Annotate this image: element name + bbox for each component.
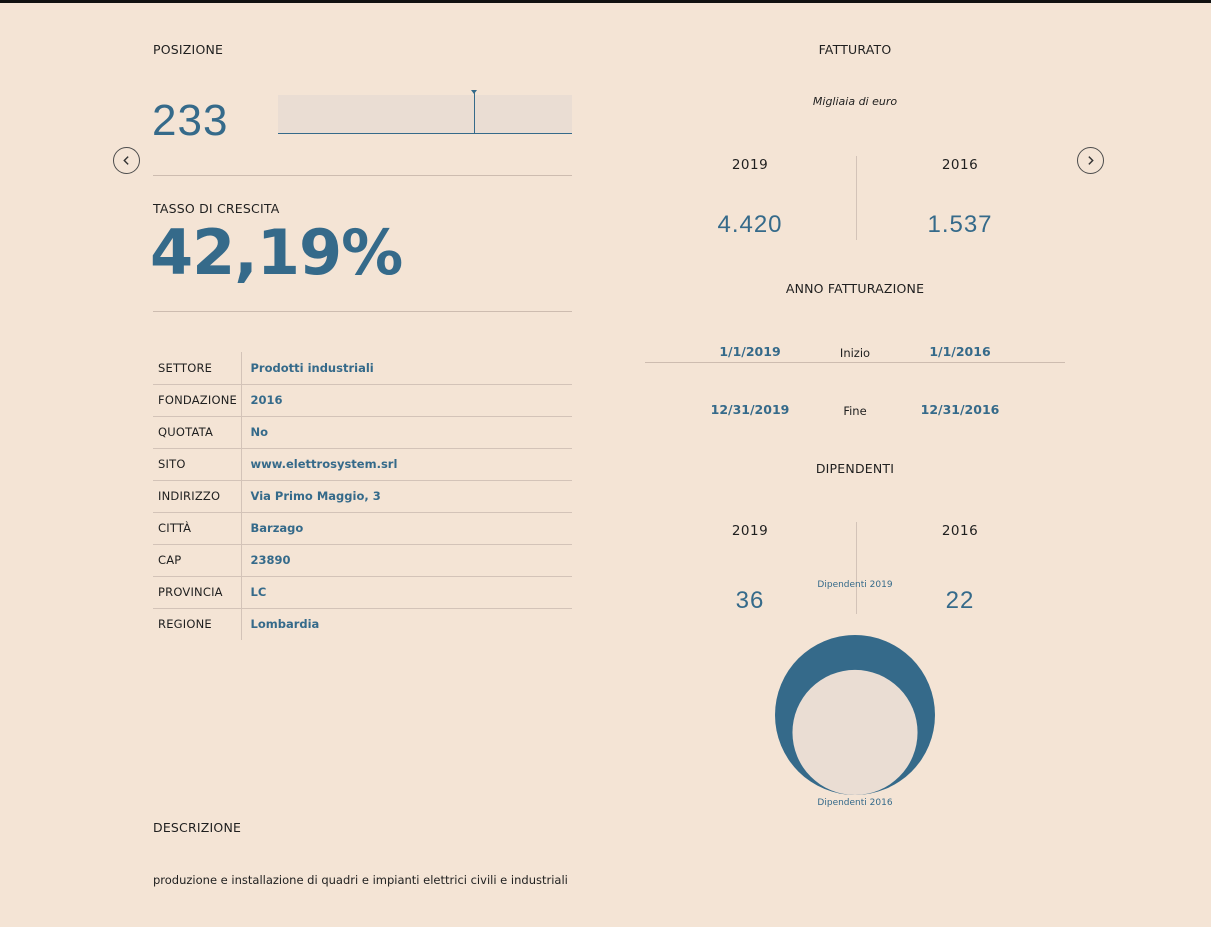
info-value: 23890 [241,544,572,577]
chevron-left-icon [123,156,129,165]
position-title: POSIZIONE [153,42,224,57]
company-info-table: SETTORE Prodotti industriali FONDAZIONE 20… [153,352,572,640]
billing-start-b: 1/1/2016 [929,344,991,359]
table-row: INDIRIZZO Via Primo Maggio, 3 [153,480,572,513]
info-value: Prodotti industriali [241,352,572,385]
info-key: QUOTATA [153,416,242,449]
billing-start-a: 1/1/2019 [719,344,781,359]
table-row: CITTÀ Barzago [153,512,572,545]
table-row: QUOTATA No [153,416,572,449]
employees-title: DIPENDENTI [815,461,895,476]
revenue-divider [856,156,857,240]
employees-year-a: 2019 [731,523,769,539]
billing-end-b: 12/31/2016 [920,402,1000,417]
revenue-value-b: 1.537 [927,211,993,238]
info-key: CITTÀ [153,512,242,545]
info-value: Via Primo Maggio, 3 [241,480,572,513]
info-value: 2016 [241,384,572,417]
position-marker [471,90,477,134]
revenue-value-a: 4.420 [717,211,783,238]
divider [645,362,1065,363]
employees-label-2019: Dipendenti 2019 [817,580,893,590]
info-value: Barzago [241,512,572,545]
billing-end-label: Fine [843,404,867,418]
table-row: SETTORE Prodotti industriali [153,352,572,385]
info-key: INDIRIZZO [153,480,242,513]
info-key: CAP [153,544,242,577]
revenue-year-b: 2016 [941,157,979,173]
circle-employees-2016 [792,669,918,795]
next-button[interactable] [1077,147,1104,174]
table-row: SITO www.elettrosystem.srl [153,448,572,481]
table-row: CAP 23890 [153,544,572,577]
table-row: PROVINCIA LC [153,576,572,609]
info-value: LC [241,576,572,609]
table-row: REGIONE Lombardia [153,608,572,640]
employees-value-a: 36 [735,587,765,614]
previous-button[interactable] [113,147,140,174]
growth-title: TASSO DI CRESCITA [153,201,280,216]
position-value: 233 [152,96,229,145]
info-value: Lombardia [250,617,320,632]
billing-start-label: Inizio [839,346,871,360]
divider [153,311,572,312]
info-key: SETTORE [153,352,242,385]
employees-circles-chart [775,635,935,795]
employees-value-b: 22 [945,587,975,614]
revenue-title: FATTURATO [818,42,892,57]
employees-label-2016: Dipendenti 2016 [817,798,893,808]
billing-year-title: ANNO FATTURAZIONE [785,281,925,296]
billing-end-a: 12/31/2019 [710,402,790,417]
position-bar [278,90,572,134]
info-value: No [241,416,572,449]
employees-year-b: 2016 [941,523,979,539]
revenue-year-a: 2019 [731,157,769,173]
table-row: FONDAZIONE 2016 [153,384,572,417]
info-key: PROVINCIA [153,576,242,609]
info-key: SITO [153,448,242,481]
info-key: REGIONE [153,608,242,640]
description-text: produzione e installazione di quadri e i… [153,873,568,887]
chevron-right-icon [1088,156,1094,165]
growth-value: 42,19% [150,216,403,289]
info-key: FONDAZIONE [153,384,242,417]
employees-divider [856,522,857,614]
description-title: DESCRIZIONE [153,820,242,835]
divider [153,175,572,176]
revenue-subtitle: Migliaia di euro [812,95,898,108]
top-bar [0,0,1211,3]
info-value: www.elettrosystem.srl [241,448,572,481]
